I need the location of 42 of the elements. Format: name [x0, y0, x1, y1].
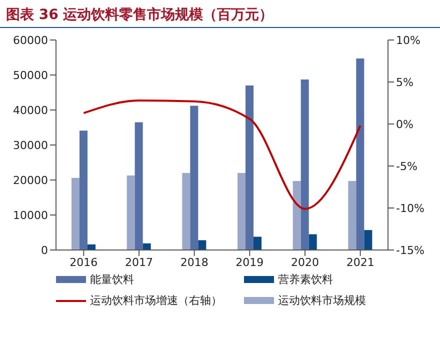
y-tick-label: 10000 [13, 208, 48, 222]
y2-tick-label: -5% [396, 160, 418, 173]
x-tick-label: 2018 [180, 256, 208, 269]
x-tick-label: 2020 [291, 256, 319, 269]
bar [364, 230, 372, 250]
legend-label: 营养素饮料 [278, 272, 333, 287]
bar [356, 58, 364, 250]
bar [308, 234, 317, 250]
y-tick-label: 60000 [13, 34, 48, 47]
bar [79, 130, 88, 250]
bar [300, 80, 309, 250]
line-series [82, 99, 362, 210]
bar [348, 181, 356, 250]
y-tick-label: 50000 [13, 68, 48, 82]
bar [126, 175, 135, 250]
bar [134, 122, 143, 250]
bar [198, 240, 206, 250]
bar [142, 243, 151, 250]
y-tick-label: 30000 [13, 138, 48, 152]
y2-tick-label: 0% [396, 118, 414, 131]
bar [237, 173, 246, 250]
bar [190, 106, 198, 250]
legend-label: 运动饮料市场增速（右轴） [90, 293, 222, 308]
y2-tick-label: 10% [396, 34, 420, 47]
x-tick-label: 2017 [125, 256, 153, 269]
chart-title: 图表 36 运动饮料零售市场规模（百万元） [0, 0, 440, 28]
y2-tick-label: 5% [396, 76, 414, 89]
bar [245, 86, 254, 250]
y2-tick-label: -10% [396, 202, 424, 215]
bar [292, 181, 301, 250]
y-tick-label: 0 [41, 244, 48, 257]
legend-label: 运动饮料市场规模 [278, 293, 366, 308]
x-tick-label: 2019 [236, 256, 264, 269]
y2-tick-label: -15% [396, 244, 424, 257]
bar [182, 173, 190, 250]
y-tick-label: 40000 [13, 104, 48, 117]
x-tick-label: 2021 [346, 256, 374, 269]
bar [253, 236, 262, 250]
legend-label: 能量饮料 [90, 272, 134, 287]
bar [71, 178, 80, 250]
x-tick-label: 2016 [70, 256, 98, 269]
y-tick-label: 20000 [13, 174, 48, 187]
